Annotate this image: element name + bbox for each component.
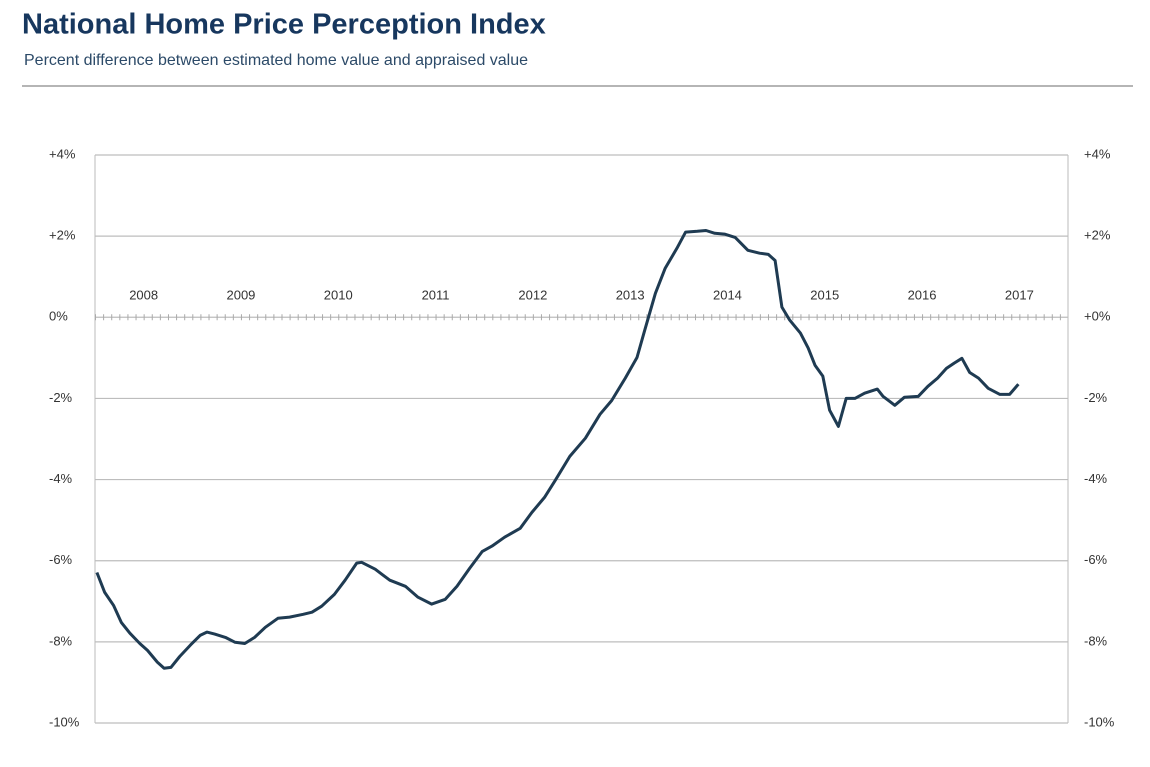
x-tick-label: 2017 [1005, 288, 1034, 303]
x-tick-label: 2009 [226, 288, 255, 303]
x-tick-label: 2010 [324, 288, 353, 303]
y2-tick-label: -8% [1084, 633, 1108, 648]
y2-tick-label: +4% [1084, 146, 1111, 161]
x-tick-label: 2016 [908, 288, 937, 303]
chart-subtitle: Percent difference between estimated hom… [24, 52, 528, 69]
x-tick-label: 2011 [422, 288, 450, 303]
y-tick-label: 0% [49, 309, 68, 324]
chart-title: National Home Price Perception Index [22, 9, 546, 41]
x-tick-label: 2008 [129, 288, 158, 303]
x-tick-label: 2013 [616, 288, 645, 303]
y-tick-label: -2% [49, 390, 73, 405]
line-series [95, 229, 1020, 670]
y2-tick-label: -4% [1084, 471, 1108, 486]
y2-tick-label: -10% [1084, 714, 1115, 729]
x-tick-label: 2014 [713, 288, 742, 303]
x-tick-label: 2015 [810, 288, 839, 303]
y-tick-label: +2% [49, 228, 76, 243]
y-tick-label: -8% [49, 633, 73, 648]
y-tick-label: -10% [49, 714, 80, 729]
y2-tick-label: +2% [1084, 228, 1111, 243]
y-tick-label: -6% [49, 552, 73, 567]
x-tick-label: 2012 [518, 288, 547, 303]
y-tick-label: +4% [49, 146, 76, 161]
y2-tick-label: -2% [1084, 390, 1108, 405]
y-tick-label: -4% [49, 471, 73, 486]
y2-tick-label: +0% [1084, 309, 1111, 324]
y2-tick-label: -6% [1084, 552, 1108, 567]
